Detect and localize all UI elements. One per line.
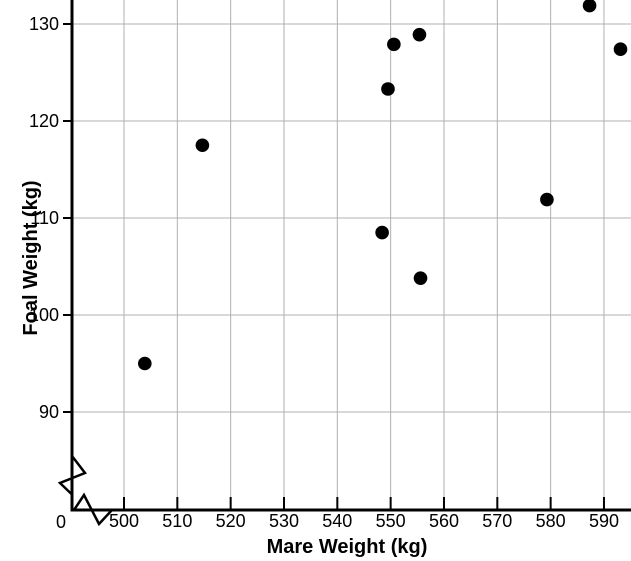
y-tick-label: 90 [39, 402, 59, 422]
x-tick-label: 550 [376, 511, 406, 531]
data-point [413, 271, 428, 285]
data-point [540, 192, 554, 207]
x-tick-label: 520 [216, 511, 246, 531]
x-tick-label: 510 [162, 511, 192, 531]
origin-label: 0 [56, 512, 66, 532]
y-tick-label: 120 [29, 111, 59, 131]
x-tick-label: 570 [482, 511, 512, 531]
data-point [375, 225, 389, 240]
x-tick-label: 540 [322, 511, 352, 531]
data-point [582, 0, 597, 13]
data-point [381, 82, 395, 96]
x-tick-label: 530 [269, 511, 299, 531]
data-point [195, 138, 210, 153]
x-tick-label: 580 [536, 511, 566, 531]
y-axis-break-mark [57, 455, 87, 496]
data-point [412, 27, 427, 42]
x-axis-break-mark [72, 492, 113, 527]
x-tick-label: 500 [109, 511, 139, 531]
data-point [387, 37, 401, 52]
y-tick-label: 130 [29, 14, 59, 34]
y-tick-label: 110 [30, 208, 59, 228]
x-axis-title: Mare Weight (kg) [267, 536, 428, 558]
data-point [137, 356, 152, 371]
x-tick-label: 560 [429, 511, 459, 531]
x-tick-label: 590 [589, 511, 619, 531]
y-tick-label: 100 [29, 305, 59, 325]
data-point [613, 42, 628, 57]
y-axis-title: Foal Weight (kg) [20, 180, 42, 335]
